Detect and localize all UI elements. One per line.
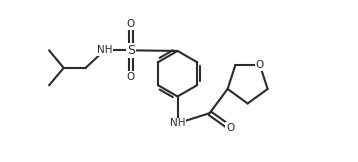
Text: O: O <box>127 19 135 29</box>
Text: O: O <box>226 123 234 133</box>
Text: NH: NH <box>170 118 185 128</box>
Text: S: S <box>127 44 135 57</box>
Text: O: O <box>127 72 135 82</box>
Text: NH: NH <box>97 45 112 55</box>
Text: O: O <box>256 60 264 70</box>
